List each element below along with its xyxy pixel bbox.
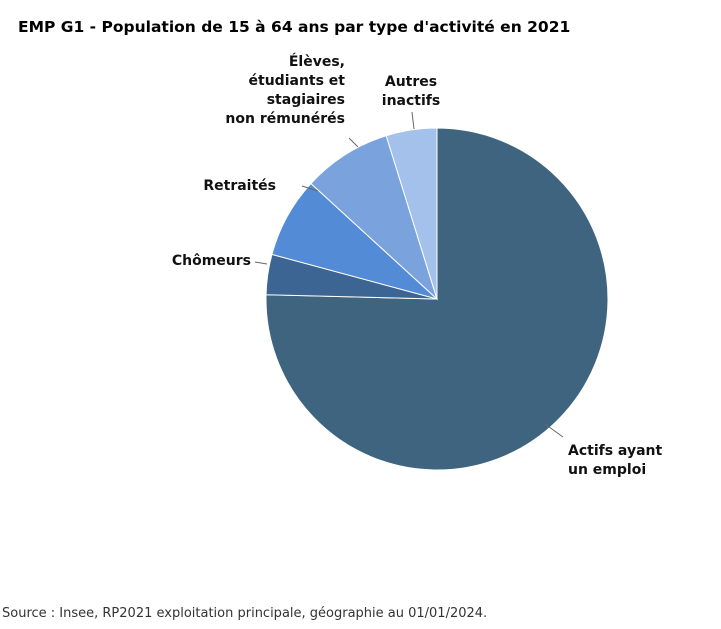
leader-line-eleves-etudiants-et-stagiaires-non-remuneres xyxy=(348,137,359,148)
pie-slice-autres-inactifs xyxy=(385,127,438,300)
label-leader-lines xyxy=(254,111,564,438)
leader-line-actifs-ayant-un-emploi xyxy=(544,423,564,438)
leader-line-autres-inactifs xyxy=(411,111,415,130)
slice-labels: Actifs ayant un emploi Chômeurs Retraités Él… xyxy=(172,53,663,478)
slice-label-chomeurs: Chômeurs xyxy=(172,253,251,269)
pie-chart: Actifs ayant un emploi Chômeurs Retraités Él… xyxy=(172,53,663,478)
chart-title: EMP G1 - Population de 15 à 64 ans par t… xyxy=(18,18,571,36)
leader-line-chomeurs xyxy=(254,261,268,265)
slice-label-retraites: Retraités xyxy=(203,178,276,194)
leader-line-retraites xyxy=(301,185,319,192)
pie-slice-eleves-etudiants-et-stagiaires-non-remuneres xyxy=(310,135,439,301)
slice-label-autres-inactifs: Autres inactifs xyxy=(382,74,440,109)
pie-slices xyxy=(265,127,609,471)
slice-label-actifs-ayant-un-emploi: Actifs ayant un emploi xyxy=(568,443,662,478)
source-note: Source : Insee, RP2021 exploitation prin… xyxy=(2,606,488,621)
slice-label-eleves-etudiants-et-stagiaires-non-remuneres: Élèves, étudiants et stagiaires non rémunér… xyxy=(225,53,345,127)
